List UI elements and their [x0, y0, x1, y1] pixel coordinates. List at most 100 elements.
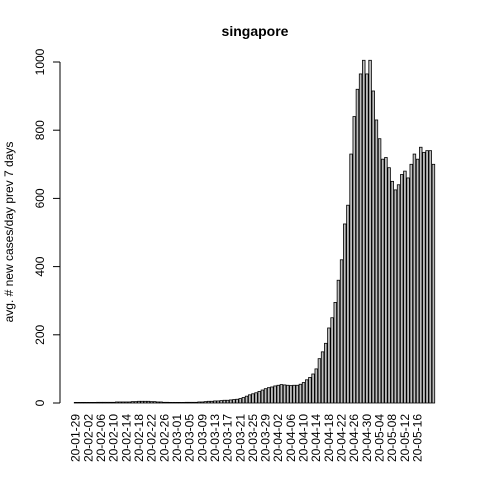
bar [146, 400, 151, 404]
bar [92, 401, 97, 404]
bar [412, 153, 417, 404]
bar [191, 401, 195, 404]
x-tick-label: 20-01-29 [69, 414, 83, 462]
bar [96, 401, 100, 404]
y-tick-label: 1000 [33, 48, 47, 75]
bar [222, 399, 227, 404]
bar [105, 401, 109, 404]
x-tick-label: 20-02-26 [157, 414, 171, 462]
bar [393, 189, 398, 404]
x-tick-label: 20-04-14 [309, 414, 323, 462]
bar [162, 401, 166, 404]
bar [210, 400, 214, 404]
bar [213, 400, 217, 404]
bar [153, 401, 157, 404]
x-tick-label: 20-02-14 [119, 414, 133, 462]
bars [73, 59, 436, 404]
x-tick-label: 20-03-21 [233, 414, 247, 462]
bar [327, 327, 331, 404]
bar [295, 384, 299, 404]
x-tick-label: 20-02-22 [145, 414, 159, 462]
bar [400, 174, 404, 404]
bar [83, 401, 87, 404]
x-tick-label: 20-02-10 [107, 414, 121, 462]
bar [200, 401, 204, 404]
y-tick-label: 400 [33, 256, 47, 276]
bar [232, 399, 236, 404]
bar [251, 393, 255, 404]
bar [311, 373, 315, 404]
x-tick-label: 20-03-09 [195, 414, 209, 462]
bar [206, 400, 211, 404]
x-tick-label: 20-04-02 [271, 414, 285, 462]
x-tick-label: 20-05-12 [398, 414, 412, 462]
x-axis: 20-01-2920-02-0220-02-0620-02-1020-02-14… [69, 414, 425, 462]
bar [187, 401, 192, 404]
bar [124, 401, 128, 404]
x-tick-label: 20-02-06 [94, 414, 108, 462]
bar [279, 384, 284, 404]
x-tick-label: 20-02-02 [81, 414, 95, 462]
bar [349, 153, 353, 404]
bar [168, 401, 173, 404]
bar [248, 394, 252, 404]
bar [343, 223, 347, 404]
bar [89, 401, 94, 404]
bar [175, 401, 179, 404]
bar [368, 59, 372, 404]
bar [225, 399, 230, 404]
bar [419, 146, 423, 404]
bar [406, 177, 410, 404]
bar [339, 259, 344, 404]
bar [241, 397, 246, 404]
bar [137, 400, 141, 404]
bar [172, 401, 176, 404]
x-tick-label: 20-03-01 [170, 414, 184, 462]
bar [108, 401, 113, 404]
x-tick-label: 20-04-22 [335, 414, 349, 462]
bar [384, 157, 388, 404]
bar [371, 90, 375, 404]
bar [235, 398, 239, 404]
bar [156, 401, 160, 404]
x-tick-label: 20-03-29 [259, 414, 273, 462]
bar [298, 383, 303, 404]
bar [301, 382, 306, 404]
bar [165, 401, 170, 404]
x-tick-label: 20-04-10 [297, 414, 311, 462]
bar [178, 401, 182, 404]
x-tick-label: 20-05-04 [373, 414, 387, 462]
x-tick-label: 20-05-08 [385, 414, 399, 462]
bar [276, 384, 280, 404]
bar [77, 401, 81, 404]
x-tick-label: 20-03-25 [246, 414, 260, 462]
bar [273, 385, 277, 404]
y-tick-label: 600 [33, 188, 47, 208]
bar [73, 401, 78, 404]
bar [355, 88, 360, 404]
bar [320, 351, 325, 404]
y-axis: 0 200 400 600 800 1000 [33, 48, 61, 406]
bar [396, 184, 401, 404]
x-tick-label: 20-04-30 [360, 414, 374, 462]
bar [390, 180, 394, 404]
bar [352, 116, 356, 404]
y-axis-label: avg. # new cases/day prev 7 days [2, 142, 16, 323]
bar [194, 401, 198, 404]
bar [102, 401, 106, 404]
bar [260, 389, 265, 404]
bar [333, 301, 337, 404]
bar [365, 73, 369, 404]
x-tick-label: 20-03-17 [221, 414, 235, 462]
bar [140, 400, 144, 404]
bar [317, 358, 322, 404]
y-tick-label: 0 [33, 399, 47, 406]
x-tick-label: 20-04-26 [347, 414, 361, 462]
bar [330, 317, 334, 404]
bar [409, 163, 413, 404]
bar [203, 401, 208, 404]
bar [346, 204, 350, 404]
bar [181, 401, 185, 404]
bar [292, 384, 296, 404]
